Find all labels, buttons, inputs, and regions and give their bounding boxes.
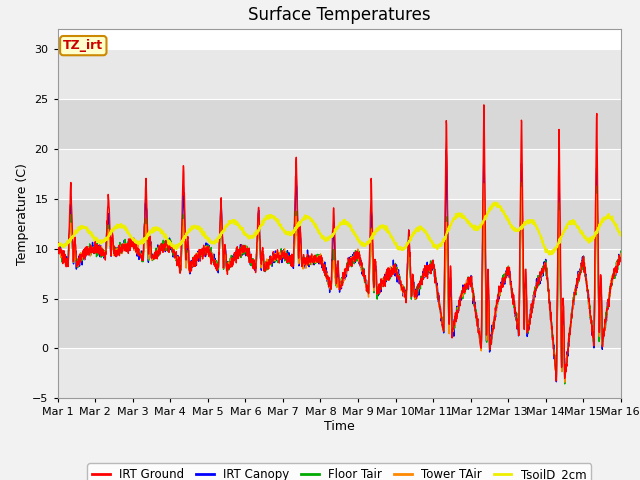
Bar	[58, 249, 621, 299]
Bar	[58, 99, 621, 149]
Text: TZ_irt: TZ_irt	[63, 39, 103, 52]
Bar	[58, 149, 621, 199]
Title: Surface Temperatures: Surface Temperatures	[248, 6, 431, 24]
Legend: IRT Ground, IRT Canopy, Floor Tair, Tower TAir, TsoilD_2cm: IRT Ground, IRT Canopy, Floor Tair, Towe…	[87, 463, 591, 480]
Bar	[58, 49, 621, 99]
Bar	[58, 299, 621, 348]
X-axis label: Time: Time	[324, 420, 355, 433]
Bar	[58, 348, 621, 398]
Bar	[58, 199, 621, 249]
Y-axis label: Temperature (C): Temperature (C)	[17, 163, 29, 264]
